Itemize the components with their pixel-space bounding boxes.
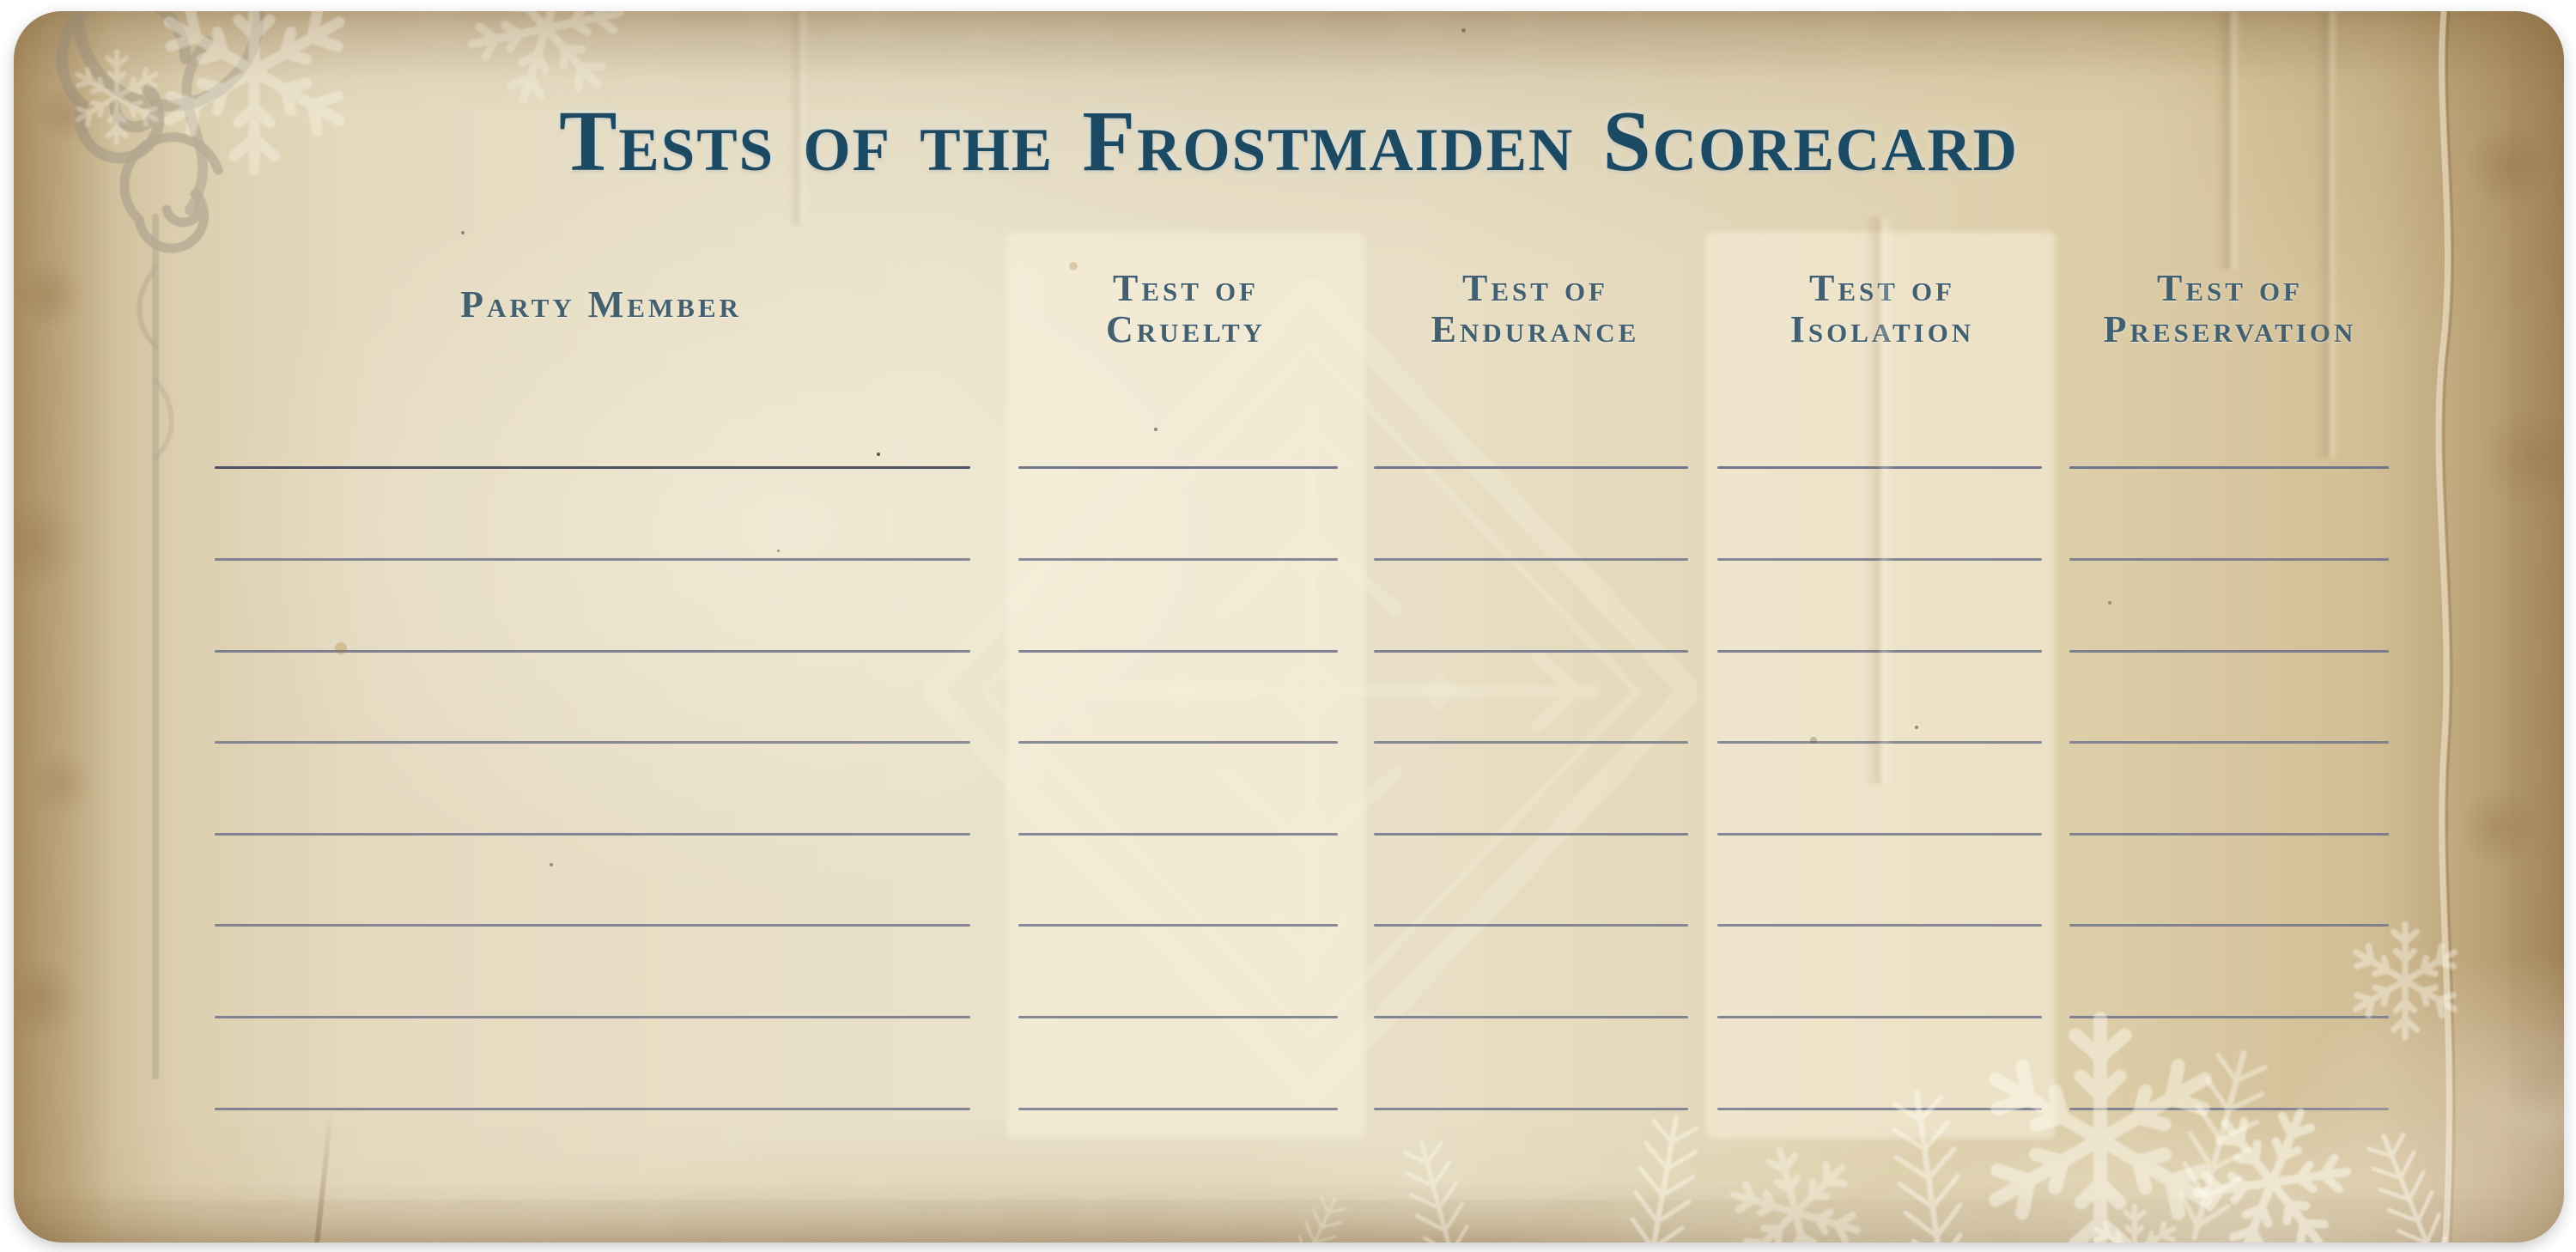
- column-header-test-of-endurance: Test of Endurance: [1295, 268, 1776, 350]
- paper-speck: [877, 453, 880, 456]
- frost-decoration: [1233, 641, 2564, 1243]
- score-line-test-of-isolation-row8: [1717, 1108, 2042, 1110]
- column-highlight-band-cruelty: [1006, 232, 1365, 1139]
- score-line-test-of-isolation-row2: [1717, 558, 2042, 561]
- score-line-test-of-preservation-row4: [2069, 741, 2389, 744]
- score-line-test-of-endurance-row1: [1374, 466, 1688, 469]
- score-line-test-of-endurance-row4: [1374, 741, 1688, 744]
- paper-speck: [1154, 428, 1157, 431]
- paper-speck: [1915, 726, 1918, 729]
- score-line-test-of-preservation-row6: [2069, 924, 2389, 927]
- frost-fern-icon: [1230, 1161, 1398, 1243]
- score-line-test-of-preservation-row1: [2069, 466, 2389, 469]
- score-line-test-of-cruelty-row3: [1018, 650, 1338, 653]
- score-line-test-of-endurance-row8: [1374, 1108, 1688, 1110]
- score-line-test-of-preservation-row2: [2069, 558, 2389, 561]
- score-line-party-member-row1: [215, 466, 970, 469]
- score-line-test-of-cruelty-row1: [1018, 466, 1338, 469]
- column-header-label: Endurance: [1431, 308, 1640, 350]
- paper-crease: [2317, 11, 2339, 458]
- score-line-test-of-isolation-row1: [1717, 466, 2042, 469]
- score-line-test-of-preservation-row5: [2069, 833, 2389, 836]
- torn-paper-edge: [2435, 11, 2456, 1243]
- snowflake-icon: [2160, 1071, 2384, 1243]
- paper-aging-right: [2379, 11, 2564, 1243]
- column-header-label: Isolation: [1789, 308, 1975, 350]
- score-line-test-of-cruelty-row8: [1018, 1108, 1338, 1110]
- column-header-label: Test of: [2157, 267, 2303, 309]
- score-line-test-of-cruelty-row6: [1018, 924, 1338, 927]
- paper-speck: [1461, 28, 1466, 33]
- paper-aging-bottom: [14, 1182, 2564, 1243]
- score-line-test-of-endurance-row2: [1374, 558, 1688, 561]
- frost-fern-icon: [2109, 1010, 2332, 1243]
- score-line-test-of-preservation-row3: [2069, 650, 2389, 653]
- score-line-test-of-preservation-row7: [2069, 1016, 2389, 1018]
- snowflake-icon: [1707, 1124, 1884, 1243]
- column-header-label: Cruelty: [1105, 308, 1267, 350]
- score-line-test-of-cruelty-row4: [1018, 741, 1338, 744]
- scorecard-sheet: Tests of the Frostmaiden Scorecard Party…: [14, 11, 2564, 1243]
- score-line-party-member-row6: [215, 924, 970, 927]
- frost-fern-icon: [2306, 1091, 2513, 1243]
- score-line-test-of-cruelty-row2: [1018, 558, 1338, 561]
- paper-speck: [461, 231, 465, 234]
- column-header-test-of-cruelty: Test of Cruelty: [945, 268, 1426, 350]
- paper-aging-left: [14, 11, 177, 1243]
- score-line-party-member-row3: [215, 650, 970, 653]
- column-header-label: Test of: [1113, 267, 1259, 309]
- score-line-test-of-cruelty-row5: [1018, 833, 1338, 836]
- score-line-party-member-row7: [215, 1016, 970, 1018]
- score-line-test-of-isolation-row5: [1717, 833, 2042, 836]
- score-line-test-of-endurance-row5: [1374, 833, 1688, 836]
- score-line-test-of-endurance-row6: [1374, 924, 1688, 927]
- snowflake-icon: [2341, 916, 2470, 1045]
- score-line-party-member-row2: [215, 558, 970, 561]
- column-header-test-of-isolation: Test of Isolation: [1642, 268, 2123, 350]
- score-line-test-of-endurance-row3: [1374, 650, 1688, 653]
- paper-crack: [313, 1110, 334, 1243]
- paper-aging-top: [14, 11, 2564, 80]
- score-line-test-of-endurance-row7: [1374, 1016, 1688, 1018]
- score-line-test-of-isolation-row7: [1717, 1016, 2042, 1018]
- column-header-test-of-preservation: Test of Preservation: [1990, 268, 2470, 350]
- paper-speck: [777, 550, 780, 552]
- score-line-test-of-preservation-row8: [2069, 1108, 2389, 1110]
- score-line-party-member-row4: [215, 741, 970, 744]
- frost-fern-icon: [1820, 1059, 2038, 1243]
- column-header-label: Test of: [1462, 267, 1608, 309]
- document-title: Tests of the Frostmaiden Scorecard: [559, 93, 2019, 189]
- column-header-party-member: Party Member: [361, 284, 841, 325]
- score-line-test-of-isolation-row3: [1717, 650, 2042, 653]
- score-line-party-member-row8: [215, 1108, 970, 1110]
- column-header-label: Party Member: [460, 283, 742, 325]
- paper-speck: [550, 863, 553, 866]
- score-line-test-of-cruelty-row7: [1018, 1016, 1338, 1018]
- column-highlight-band-isolation: [1705, 232, 2056, 1139]
- paper-speck: [2108, 601, 2111, 605]
- column-header-label: Preservation: [2103, 308, 2357, 350]
- column-header-label: Test of: [1809, 267, 1955, 309]
- frost-fern-icon: [1342, 1105, 1536, 1243]
- score-line-party-member-row5: [215, 833, 970, 836]
- frostmaiden-star-watermark-icon: [924, 279, 1697, 1103]
- snowflake-icon: [1963, 1002, 2238, 1243]
- score-line-test-of-isolation-row6: [1717, 924, 2042, 927]
- score-line-test-of-isolation-row4: [1717, 741, 2042, 744]
- snowflake-icon: [2083, 1200, 2186, 1243]
